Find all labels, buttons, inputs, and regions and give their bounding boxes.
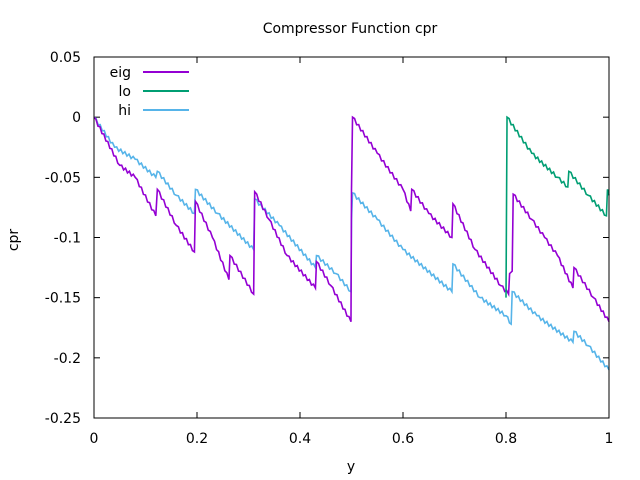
x-tick-label: 0 [90, 431, 99, 447]
y-tick-label: -0.2 [54, 351, 81, 367]
y-tick-label: -0.1 [54, 231, 81, 247]
x-tick-label: 0.4 [289, 431, 311, 447]
plot-area-border [93, 56, 610, 419]
legend-label-lo: lo [119, 84, 131, 100]
legend-label-eig: eig [110, 65, 131, 81]
series-line-lo [505, 115, 610, 298]
x-tick-label: 0.8 [495, 431, 517, 447]
series-layer [93, 115, 610, 371]
x-tick-label: 1 [605, 431, 614, 447]
x-axis-label: y [347, 459, 355, 475]
chart-title: Compressor Function cpr [263, 21, 438, 37]
y-tick-label: -0.05 [45, 170, 81, 186]
y-tick-label: 0 [72, 110, 81, 126]
x-tick-label: 0.2 [186, 431, 208, 447]
y-tick-label: -0.15 [45, 291, 81, 307]
x-tick-label: 0.6 [392, 431, 414, 447]
y-tick-label: -0.25 [45, 411, 81, 427]
y-axis-label: cpr [6, 229, 22, 252]
ticks: 0.05 0 -0.05 -0.1 -0.15 -0.2 -0.25 0 0.2 0.4 0.6 0.… [45, 50, 614, 447]
legend: eig lo hi [110, 65, 189, 119]
y-tick-label: 0.05 [50, 50, 81, 66]
series-line-eig [93, 115, 610, 323]
legend-label-hi: hi [118, 103, 131, 119]
